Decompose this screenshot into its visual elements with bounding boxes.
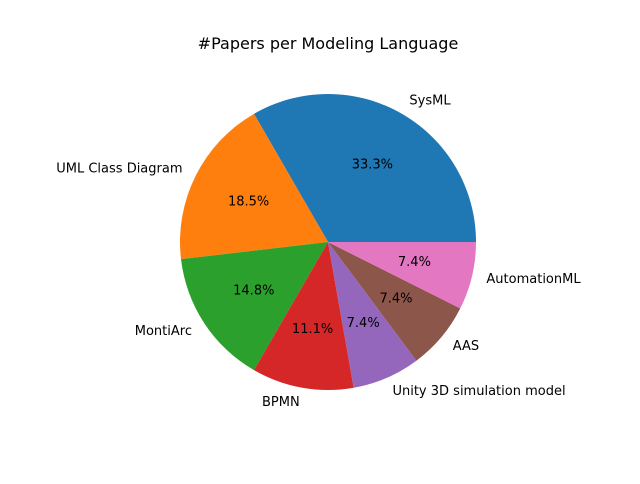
pie-slice-uml-class-diagram bbox=[180, 113, 328, 260]
pct-label-automationml: 7.4% bbox=[398, 255, 431, 270]
slice-label-uml-class-diagram: UML Class Diagram bbox=[56, 161, 182, 176]
pie-slice-montiarc bbox=[181, 242, 328, 371]
slice-label-montiarc: MontiArc bbox=[135, 324, 192, 339]
pie-slice-automationml bbox=[328, 242, 476, 309]
pct-label-aas: 7.4% bbox=[380, 292, 413, 307]
pie-slice-unity-3d-simulation-model bbox=[328, 242, 417, 388]
pct-label-sysml: 33.3% bbox=[352, 158, 393, 173]
pie-slice-aas bbox=[328, 242, 461, 361]
slice-label-bpmn: BPMN bbox=[262, 395, 300, 410]
slice-labels: SysML 33.3% UML Class Diagram 18.5% MontiArc… bbox=[56, 94, 581, 410]
pct-label-unity-3d-simulation-model: 7.4% bbox=[347, 316, 380, 331]
chart-title: #Papers per Modeling Language bbox=[198, 34, 459, 53]
slice-label-sysml: SysML bbox=[409, 94, 451, 109]
slice-label-aas: AAS bbox=[453, 339, 479, 354]
slice-label-automationml: AutomationML bbox=[486, 272, 581, 287]
slice-label-unity-3d-simulation-model: Unity 3D simulation model bbox=[392, 384, 565, 399]
pie-slices bbox=[180, 93, 476, 390]
pct-label-bpmn: 11.1% bbox=[292, 322, 333, 337]
pct-label-montiarc: 14.8% bbox=[233, 283, 274, 298]
pie-slice-sysml bbox=[254, 93, 476, 242]
pie-slice-bpmn bbox=[254, 242, 354, 390]
pct-label-uml-class-diagram: 18.5% bbox=[228, 195, 269, 210]
